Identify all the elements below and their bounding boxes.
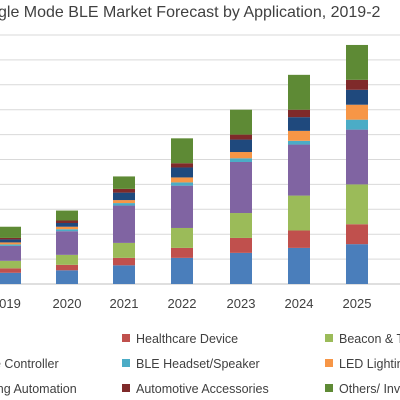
bar-segment: [0, 260, 21, 269]
bar-segment: [0, 272, 21, 284]
bar-segment: [346, 104, 368, 120]
bar-segment: [56, 264, 78, 271]
bar-segment: [171, 138, 193, 164]
bar-segment: [288, 247, 310, 284]
bar-segment: [56, 229, 78, 232]
bar-segment: [230, 237, 252, 253]
bar-segment: [288, 230, 310, 248]
x-tick-label: 2020: [53, 296, 82, 311]
bar-stack-2025: [346, 44, 368, 284]
bar-segment: [171, 185, 193, 228]
legend-swatch: [325, 359, 333, 367]
bar-segment: [56, 231, 78, 255]
bar-stack-2020: [56, 210, 78, 284]
chart-title: gle Mode BLE Market Forecast by Applicat…: [0, 4, 381, 21]
bar-segment: [56, 220, 78, 223]
legend-swatch: [325, 334, 333, 342]
bar-segment: [230, 152, 252, 159]
bar-segment: [346, 129, 368, 185]
bar-segment: [0, 226, 21, 238]
bar-segment: [171, 247, 193, 258]
bar-segment: [171, 167, 193, 178]
bar-segment: [56, 222, 78, 227]
bar-stack-2024: [288, 74, 310, 284]
legend-label: Others/ Inv: [339, 382, 400, 396]
bar-segment: [288, 74, 310, 110]
bar-segment: [288, 144, 310, 196]
bar-segment: [230, 134, 252, 140]
legend: Healthcare Device Beacon & T e Controller B…: [0, 332, 400, 396]
bar-segment: [113, 242, 135, 258]
bar-segment: [171, 177, 193, 183]
legend-label: Healthcare Device: [136, 332, 238, 346]
bar-segment: [171, 257, 193, 284]
bar-segment: [0, 242, 21, 245]
bar-stack-2022: [171, 138, 193, 284]
bar-segment: [0, 237, 21, 240]
bar-segment: [288, 195, 310, 231]
bars: [0, 44, 368, 284]
bar-segment: [346, 184, 368, 225]
x-tick-label: 019: [0, 296, 21, 311]
bar-segment: [0, 268, 21, 273]
x-axis-ticks: 019 2020 2021 2022 2023 2024 2025: [0, 296, 371, 311]
bar-segment: [171, 182, 193, 186]
bar-segment: [346, 244, 368, 284]
bar-segment: [230, 158, 252, 162]
bar-segment: [113, 205, 135, 243]
bar-segment: [230, 161, 252, 214]
bar-segment: [346, 119, 368, 130]
bar-segment: [0, 245, 21, 261]
bar-segment: [230, 213, 252, 238]
legend-label: LED Lightin: [339, 357, 400, 371]
bar-segment: [346, 224, 368, 245]
bar-segment: [113, 176, 135, 189]
x-tick-label: 2024: [285, 296, 314, 311]
legend-label: Beacon & T: [339, 332, 400, 346]
bar-segment: [113, 203, 135, 206]
x-tick-label: 2025: [343, 296, 372, 311]
bar-segment: [56, 254, 78, 265]
legend-swatch: [122, 334, 130, 342]
bar-segment: [171, 227, 193, 248]
bar-segment: [56, 210, 78, 221]
x-tick-label: 2021: [110, 296, 139, 311]
legend-label: BLE Headset/Speaker: [136, 357, 260, 371]
bar-segment: [113, 257, 135, 266]
bar-segment: [113, 192, 135, 201]
x-tick-label: 2022: [168, 296, 197, 311]
legend-swatch: [122, 359, 130, 367]
bar-stack-2023: [230, 109, 252, 284]
bar-segment: [171, 163, 193, 168]
bar-segment: [230, 109, 252, 135]
bar-segment: [288, 109, 310, 118]
legend-swatch: [122, 384, 130, 392]
bar-segment: [346, 44, 368, 80]
bar-stack-2019: [0, 226, 21, 284]
bar-segment: [288, 140, 310, 145]
bar-segment: [113, 265, 135, 284]
bar-segment: [346, 89, 368, 105]
legend-label: Automotive Accessories: [136, 382, 269, 396]
bar-segment: [56, 270, 78, 284]
legend-label: ing Automation: [0, 382, 77, 396]
bar-segment: [113, 200, 135, 204]
bar-segment: [288, 130, 310, 141]
bar-segment: [346, 79, 368, 90]
bar-segment: [56, 226, 78, 230]
bar-segment: [288, 117, 310, 131]
legend-label: e Controller: [0, 357, 59, 371]
bar-segment: [230, 139, 252, 153]
legend-swatch: [325, 384, 333, 392]
bar-segment: [0, 244, 21, 246]
bar-segment: [113, 188, 135, 193]
bar-segment: [0, 239, 21, 243]
bar-segment: [230, 252, 252, 284]
x-tick-label: 2023: [227, 296, 256, 311]
bar-stack-2021: [113, 176, 135, 284]
